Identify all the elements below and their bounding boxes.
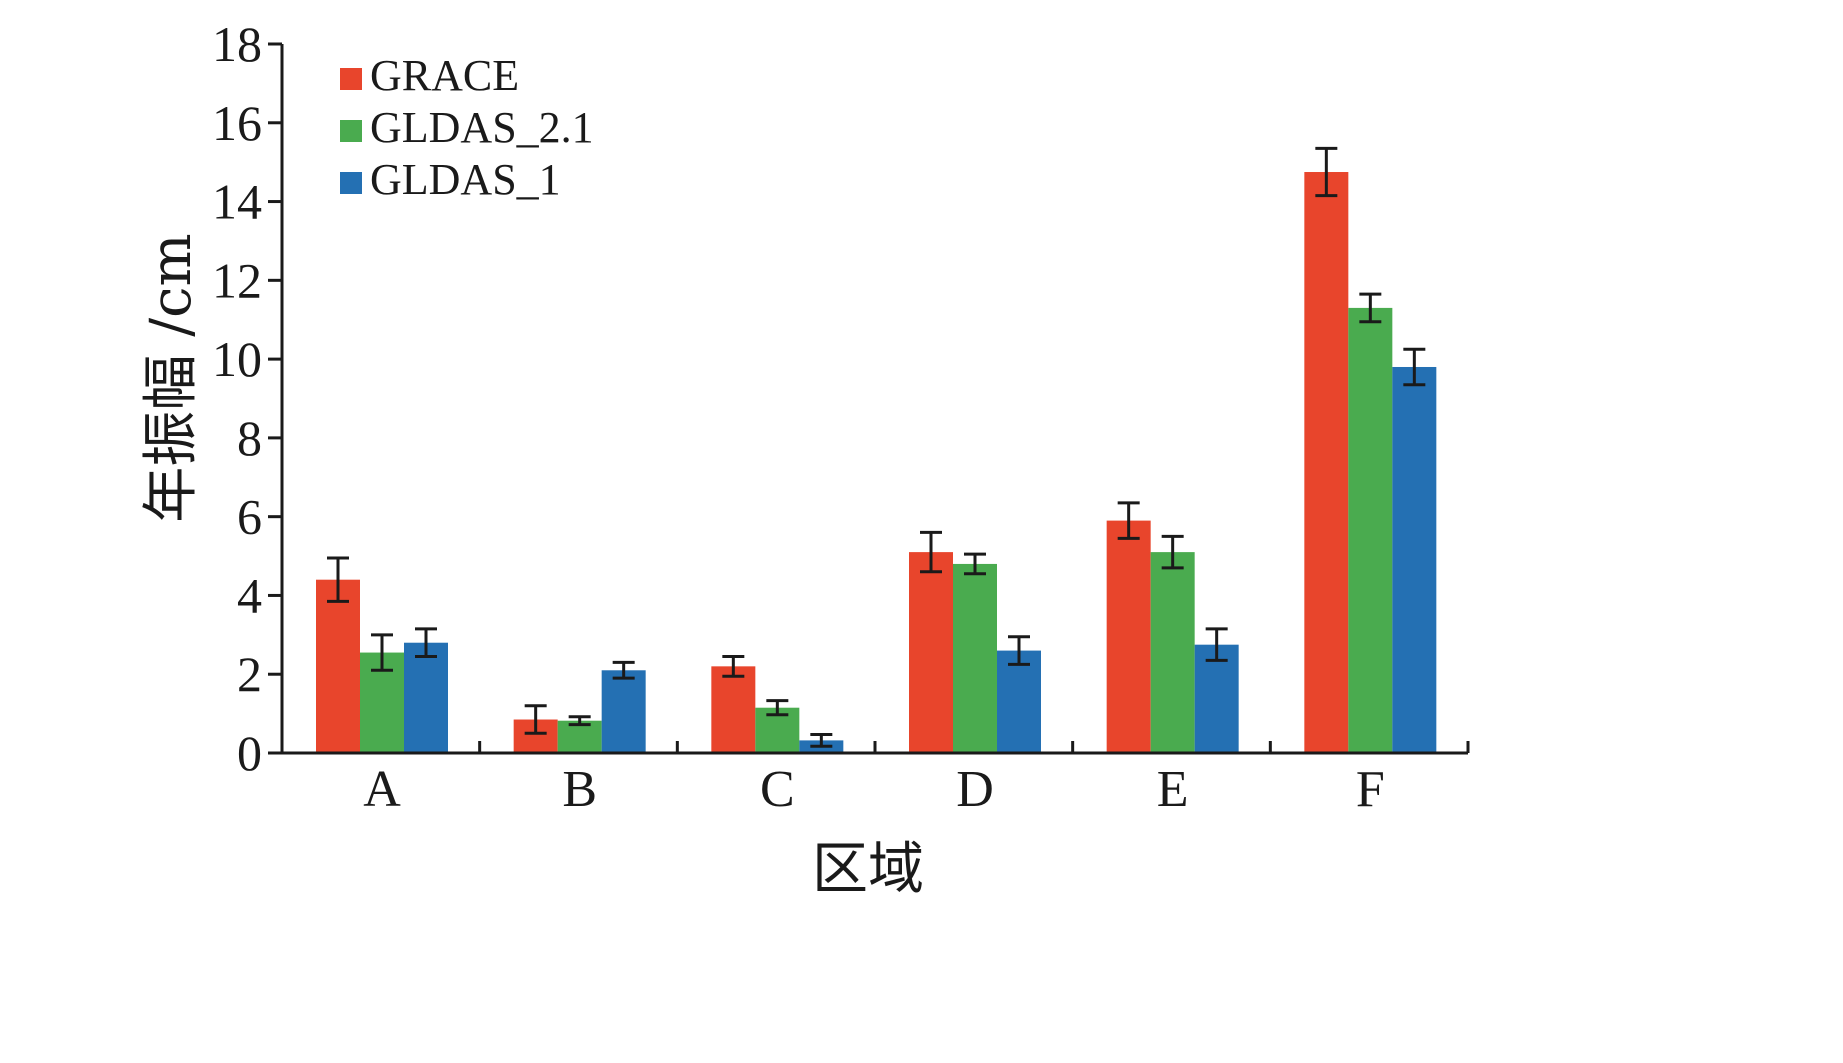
y-tick-label-6: 6 [237, 489, 262, 545]
y-tick-label-8: 8 [237, 410, 262, 466]
bar-E-GRACE [1106, 520, 1151, 753]
x-tick-label-E: E [1157, 761, 1189, 818]
bars-layer [316, 172, 1437, 753]
error-bar-F-GLDAS_1 [1403, 347, 1426, 387]
y-tick-label-0: 0 [237, 725, 262, 781]
y-axis-title: 年振幅 /cm [139, 233, 204, 522]
bar-A-GRACE [316, 579, 360, 753]
bar-E-GLDAS_1 [1194, 644, 1239, 753]
x-tick-label-F: F [1356, 761, 1385, 818]
legend-swatch-GRACE [340, 68, 362, 90]
y-tick-label-14: 14 [212, 174, 262, 230]
error-bar-C-GRACE [722, 654, 745, 678]
bar-D-GLDAS_1 [997, 650, 1041, 753]
y-tick-label-16: 16 [212, 95, 262, 151]
bar-E-GLDAS_2.1 [1150, 552, 1195, 753]
x-axis-title: 区域 [812, 837, 924, 902]
error-bar-B-GLDAS_2.1 [568, 715, 591, 727]
error-bar-A-GLDAS_1 [415, 627, 437, 658]
x-tick-label-C: C [760, 761, 795, 818]
legend-item-GLDAS_2.1: GLDAS_2.1 [340, 103, 594, 152]
bar-A-GLDAS_1 [404, 642, 448, 753]
error-bar-D-GRACE [920, 530, 942, 574]
error-bar-C-GLDAS_2.1 [766, 699, 789, 717]
y-tick-label-4: 4 [237, 567, 262, 623]
error-bar-E-GLDAS_2.1 [1161, 534, 1184, 570]
legend-label-GLDAS_1: GLDAS_1 [370, 155, 561, 204]
error-bar-D-GLDAS_2.1 [964, 552, 986, 576]
x-tick-label-D: D [956, 761, 994, 818]
axes-layer: 0 2 4 6 8 10 12 14 16 18 A B C D E F [212, 16, 1470, 818]
legend-item-GLDAS_1: GLDAS_1 [340, 155, 561, 204]
bar-F-GLDAS_2.1 [1348, 307, 1393, 753]
bar-D-GLDAS_2.1 [953, 563, 997, 753]
bar-D-GRACE [909, 552, 953, 753]
error-bar-A-GRACE [327, 556, 349, 603]
y-tick-label-2: 2 [237, 646, 262, 702]
bar-C-GRACE [711, 666, 756, 753]
bar-F-GLDAS_1 [1392, 366, 1437, 753]
legend-label-GRACE: GRACE [370, 51, 519, 100]
y-tick-label-18: 18 [212, 16, 262, 72]
bar-B-GLDAS_1 [601, 670, 646, 753]
error-bar-F-GRACE [1315, 146, 1338, 198]
error-bar-D-GLDAS_1 [1008, 635, 1030, 666]
error-bar-C-GLDAS_1 [810, 732, 833, 748]
x-tick-label-B: B [562, 761, 597, 818]
error-bar-A-GLDAS_2.1 [371, 633, 393, 672]
error-bar-B-GRACE [524, 704, 547, 735]
legend-label-GLDAS_2.1: GLDAS_2.1 [370, 103, 594, 152]
x-tick-label-A: A [363, 761, 401, 818]
bar-F-GRACE [1304, 172, 1349, 753]
legend-swatch-GLDAS_2.1 [340, 120, 362, 142]
error-bar-E-GRACE [1117, 501, 1140, 540]
y-tick-label-10: 10 [212, 331, 262, 387]
error-bar-E-GLDAS_1 [1205, 627, 1228, 662]
y-tick-label-12: 12 [212, 252, 262, 308]
legend-swatch-GLDAS_1 [340, 172, 362, 194]
error-bars-layer [327, 146, 1426, 748]
error-bar-B-GLDAS_1 [612, 660, 635, 680]
legend-item-GRACE: GRACE [340, 51, 519, 100]
error-bar-F-GLDAS_2.1 [1359, 292, 1382, 324]
